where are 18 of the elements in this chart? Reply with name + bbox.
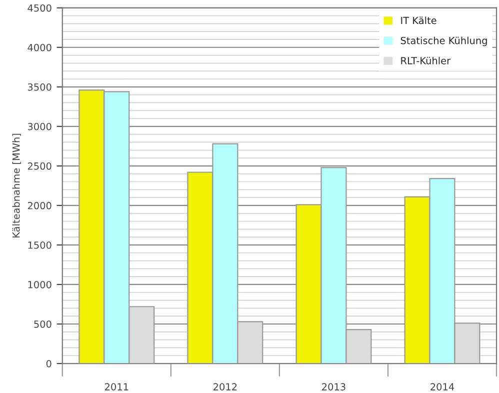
legend-label: RLT-Kühler	[401, 56, 451, 64]
y-tick-label: 0	[46, 360, 52, 368]
x-tick-label: 2012	[214, 383, 237, 390]
y-tick-label: 2000	[28, 202, 52, 210]
y-tick-label: 3500	[28, 83, 52, 91]
x-tick-label: 2014	[430, 383, 454, 390]
y-tick-label: 1500	[28, 241, 52, 249]
y-tick-label: 4000	[28, 44, 52, 52]
y-axis-title: Kälteabnahme [MWh]	[12, 134, 21, 238]
y-tick-label: 1000	[28, 280, 52, 288]
y-tick-label: 2500	[28, 162, 52, 170]
x-tick-label: 2013	[322, 383, 346, 390]
legend-label: IT Kälte	[401, 16, 436, 24]
y-tick-label: 4500	[28, 4, 52, 12]
x-tick-label: 2011	[104, 383, 128, 390]
y-tick-label: 500	[34, 320, 52, 328]
y-tick-label: 3000	[28, 122, 52, 130]
legend-label: Statische Kühlung	[400, 36, 487, 46]
